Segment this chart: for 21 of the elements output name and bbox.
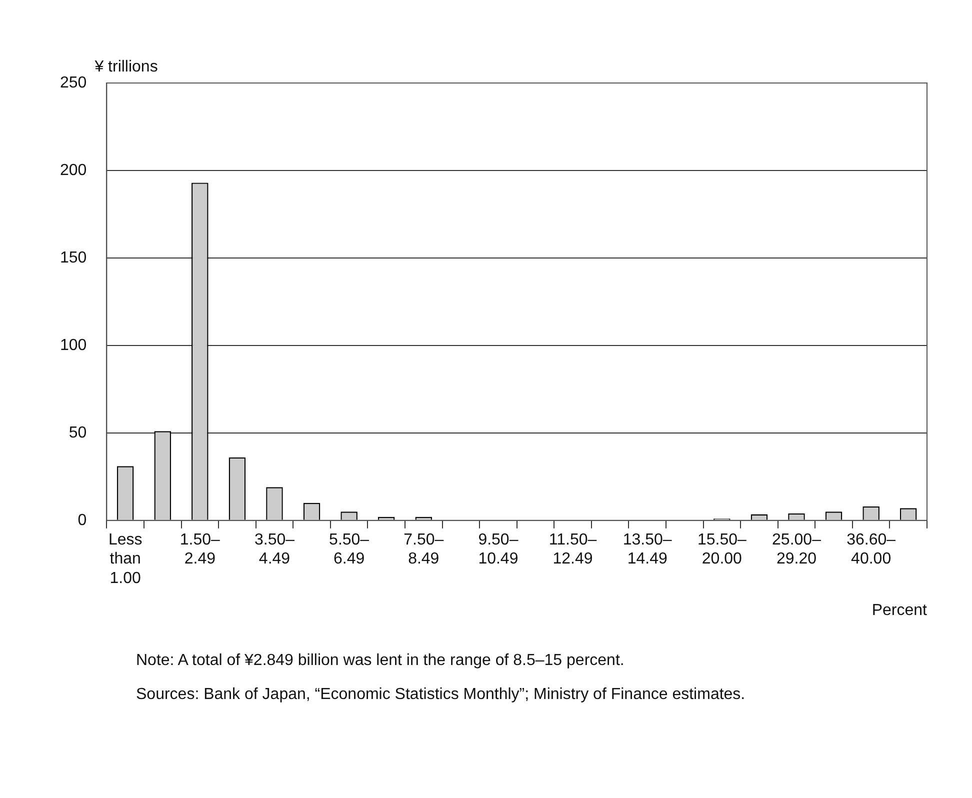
x-axis-title: Percent	[872, 602, 928, 619]
x-tick-label: 5.50–6.49	[329, 531, 370, 568]
x-tick-label: 13.50–14.49	[622, 531, 672, 568]
y-tick-label: 200	[60, 162, 87, 179]
y-tick-label: 250	[60, 74, 87, 92]
y-axis-title: ¥ trillions	[94, 58, 158, 76]
y-tick-label: 150	[60, 249, 87, 266]
source-note: Sources: Bank of Japan, “Economic Statistics Monthly”; Ministry of Finance estimates.	[136, 686, 746, 704]
x-tick-label: 9.50–10.49	[478, 531, 518, 568]
x-tick-label: 25.00–29.20	[772, 531, 822, 568]
x-tick-label: 3.50–4.49	[254, 531, 295, 568]
x-tick-label: 1.50–2.49	[180, 531, 220, 568]
y-tick-label: 100	[60, 336, 87, 354]
y-tick-label: 50	[68, 424, 87, 442]
y-tick-label: 0	[78, 512, 87, 529]
x-tick-label: 11.50–12.49	[548, 531, 597, 568]
x-tick-label: 7.50–8.49	[404, 531, 444, 568]
text: Note: A total of ¥2.849 billion was lent in the range of 8.5–15 percent.	[136, 652, 626, 670]
x-tick-label: Less than 1.00	[108, 531, 142, 587]
x-tick-label: 36.60–40.00	[846, 531, 896, 568]
x-tick-label: 15.50–20.00	[697, 531, 746, 568]
